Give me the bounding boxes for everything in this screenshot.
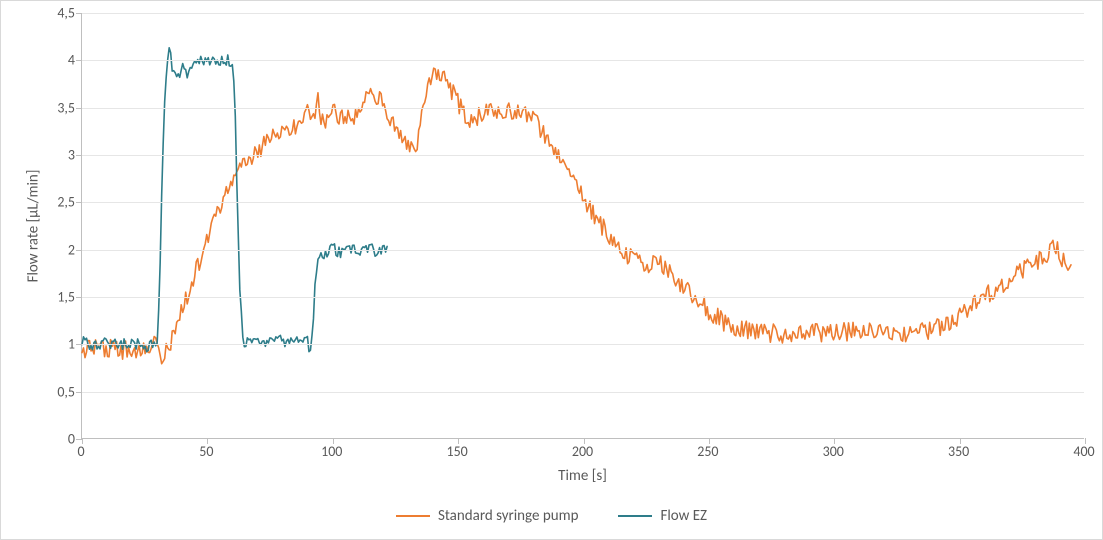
gridline-h [82,392,1084,393]
x-label-row: Time [s] [19,465,1084,485]
legend-swatch-flowez [618,515,652,517]
series-syringe [82,68,1071,364]
gridline-h [82,155,1084,156]
legend-label-syringe: Standard syringe pump [438,507,579,525]
x-tick-label: 400 [1073,443,1094,460]
y-tick-label: 2 [68,241,75,258]
chart-row: Flow rate [µL/min] 00,511,522,533,544,5 [19,13,1084,439]
chart-stack: Flow rate [µL/min] 00,511,522,533,544,5 … [19,13,1084,525]
y-tick-label: 2,5 [57,194,75,211]
x-tick-label: 300 [823,443,844,460]
gridline-h [82,297,1084,298]
y-tick-label: 4 [68,52,75,69]
y-tick-label: 3,5 [57,99,75,116]
legend-item-flowez: Flow EZ [618,507,707,525]
y-tick-label: 0 [68,431,75,448]
y-axis-ticks: 00,511,522,533,544,5 [47,13,81,439]
gridline-h [82,202,1084,203]
gridline-h [82,344,1084,345]
series-svg [82,13,1084,438]
plot-area [81,13,1084,439]
gridline-h [82,60,1084,61]
legend-label-flowez: Flow EZ [660,507,707,525]
x-tick-label: 150 [446,443,467,460]
x-tick-label: 350 [948,443,969,460]
gridline-h [82,108,1084,109]
x-tick-label: 0 [77,443,84,460]
legend: Standard syringe pump Flow EZ [19,507,1084,525]
y-tick-label: 4,5 [57,5,75,22]
y-tick-label: 0,5 [57,383,75,400]
x-axis-label: Time [s] [81,467,1084,485]
series-flowez [82,48,387,352]
x-tick-label: 100 [321,443,342,460]
x-tick-label: 200 [572,443,593,460]
y-tick-label: 1,5 [57,289,75,306]
y-axis-label-wrap: Flow rate [µL/min] [19,13,47,439]
gridline-h [82,250,1084,251]
gridline-h [82,13,1084,14]
y-axis-label: Flow rate [µL/min] [24,170,42,283]
x-ticks-row: 050100150200250300350400 [19,439,1084,465]
x-axis-ticks: 050100150200250300350400 [81,439,1084,465]
x-tick-label: 250 [697,443,718,460]
chart-frame: Flow rate [µL/min] 00,511,522,533,544,5 … [0,0,1103,540]
y-tick-label: 1 [68,336,75,353]
x-tick-label: 50 [199,443,213,460]
legend-item-syringe: Standard syringe pump [396,507,579,525]
legend-swatch-syringe [396,515,430,517]
y-tick-label: 3 [68,147,75,164]
